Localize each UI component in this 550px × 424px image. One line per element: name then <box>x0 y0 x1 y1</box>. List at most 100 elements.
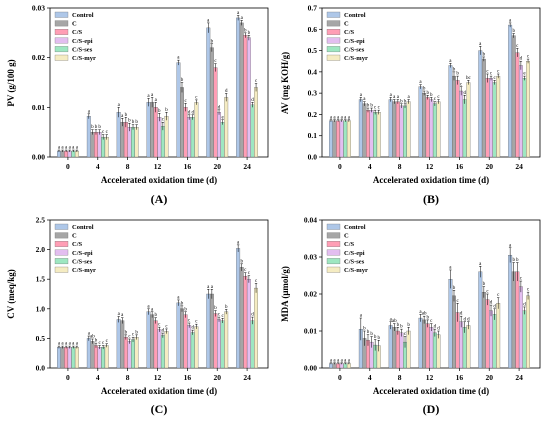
significance-letter: a <box>390 93 393 98</box>
significance-letter: b <box>240 259 243 264</box>
significance-letter: a <box>449 59 452 64</box>
significance-letter: b <box>154 313 157 318</box>
bar-c-s-ses <box>220 320 225 369</box>
x-tick-label: 8 <box>398 162 402 171</box>
x-tick-label: 12 <box>154 162 162 171</box>
significance-letter: c <box>98 341 101 346</box>
bar-c-s-myr <box>496 75 501 158</box>
bar-c-s-epi <box>157 117 162 158</box>
bar-c-s-ses <box>160 335 165 369</box>
legend-swatch <box>54 258 69 265</box>
y-tick-label: 0.02 <box>304 290 317 299</box>
legend-label: C/S-myr <box>344 55 368 62</box>
legend-swatch <box>54 20 69 27</box>
legend-label: C/S <box>72 241 83 248</box>
legend-label: C <box>344 21 349 28</box>
bar-c-s <box>183 314 188 369</box>
bar-c-s-epi <box>459 90 464 158</box>
significance-letter: c <box>106 339 109 344</box>
significance-letter: d <box>490 301 493 306</box>
significance-letter: a <box>390 317 393 322</box>
legend-label: Control <box>72 224 94 231</box>
significance-letter: b <box>426 315 429 320</box>
legend-label: C/S-epi <box>72 250 93 257</box>
bar-c-s-ses <box>492 82 497 158</box>
significance-letter: a <box>177 56 180 61</box>
significance-letter: c <box>486 290 489 295</box>
y-tick-label: 2.0 <box>36 245 46 254</box>
significance-letter: c <box>184 99 187 104</box>
x-tick-label: 16 <box>184 162 192 171</box>
significance-letter: b <box>95 125 98 130</box>
bar-c-s-myr <box>406 330 411 369</box>
bar-c <box>180 87 184 158</box>
significance-letter: d <box>467 317 470 322</box>
significance-letter: b <box>483 52 486 57</box>
significance-letter: b <box>225 305 228 310</box>
significance-letter: b <box>453 67 456 72</box>
significance-letter: c <box>132 333 135 338</box>
significance-letter: b <box>98 125 101 130</box>
significance-letter: c <box>490 72 493 77</box>
significance-letter: b <box>516 258 519 263</box>
bar-control <box>57 347 61 369</box>
bar-c-s-myr <box>466 325 471 369</box>
x-tick-label: 0 <box>66 373 70 382</box>
bar-c-s-ses <box>190 332 195 369</box>
bar-c-s-myr <box>74 347 79 369</box>
significance-letter: a <box>237 240 240 245</box>
significance-letter: a <box>337 358 340 363</box>
legend-label: C <box>72 233 77 240</box>
x-tick-label: 12 <box>426 373 434 382</box>
significance-letter: c <box>378 106 381 111</box>
legend-label: C/S-ses <box>72 46 93 53</box>
bar-c-s-myr <box>254 87 258 158</box>
significance-letter: a <box>118 103 121 108</box>
significance-letter: c <box>437 95 440 100</box>
legend-label: Control <box>344 12 366 19</box>
significance-letter: b <box>456 72 459 77</box>
bar-c <box>90 132 95 158</box>
legend-label: C/S-epi <box>344 38 365 45</box>
bar-c-s-ses <box>373 112 378 158</box>
bar-c-s-myr <box>376 112 381 158</box>
legend-swatch <box>54 11 69 18</box>
significance-letter: a <box>58 146 61 151</box>
y-tick-label: 2.5 <box>36 216 46 225</box>
y-axis-title: AV (mg KOH/g) <box>280 52 290 114</box>
significance-letter: c <box>404 332 407 337</box>
legend-swatch <box>54 223 69 230</box>
significance-letter: d <box>460 312 463 317</box>
x-tick-label: 8 <box>126 373 130 382</box>
bar-c-s-ses <box>432 332 437 369</box>
panel-letter: (C) <box>151 402 168 416</box>
significance-letter: a <box>330 115 333 120</box>
legend-label: C/S <box>344 241 355 248</box>
bar-c-s <box>336 120 341 158</box>
bar-c-s-myr <box>224 311 229 369</box>
bar-c <box>239 267 244 369</box>
bar-c-s-myr <box>436 101 441 158</box>
bar-c-s-myr <box>254 287 258 369</box>
bar-c <box>452 75 456 158</box>
bar-c-s-ses <box>190 117 195 158</box>
significance-letter: d <box>251 313 254 318</box>
bar-c <box>392 327 397 369</box>
y-tick-label: 0.00 <box>32 153 45 162</box>
significance-letter: b <box>397 323 400 328</box>
significance-letter: b <box>377 336 380 341</box>
significance-letter: b <box>367 104 370 109</box>
significance-letter: b <box>430 93 433 98</box>
legend-swatch <box>54 29 69 35</box>
significance-letter: b <box>125 113 128 118</box>
bar-c-s-ses <box>522 310 527 369</box>
x-tick-label: 20 <box>213 373 221 382</box>
bar-c <box>209 293 214 369</box>
bar-c-s-epi <box>429 327 434 369</box>
x-axis-title: Accelerated oxidation time (d) <box>101 386 217 396</box>
significance-letter: e <box>523 72 526 77</box>
y-tick-label: 0.01 <box>304 327 317 336</box>
